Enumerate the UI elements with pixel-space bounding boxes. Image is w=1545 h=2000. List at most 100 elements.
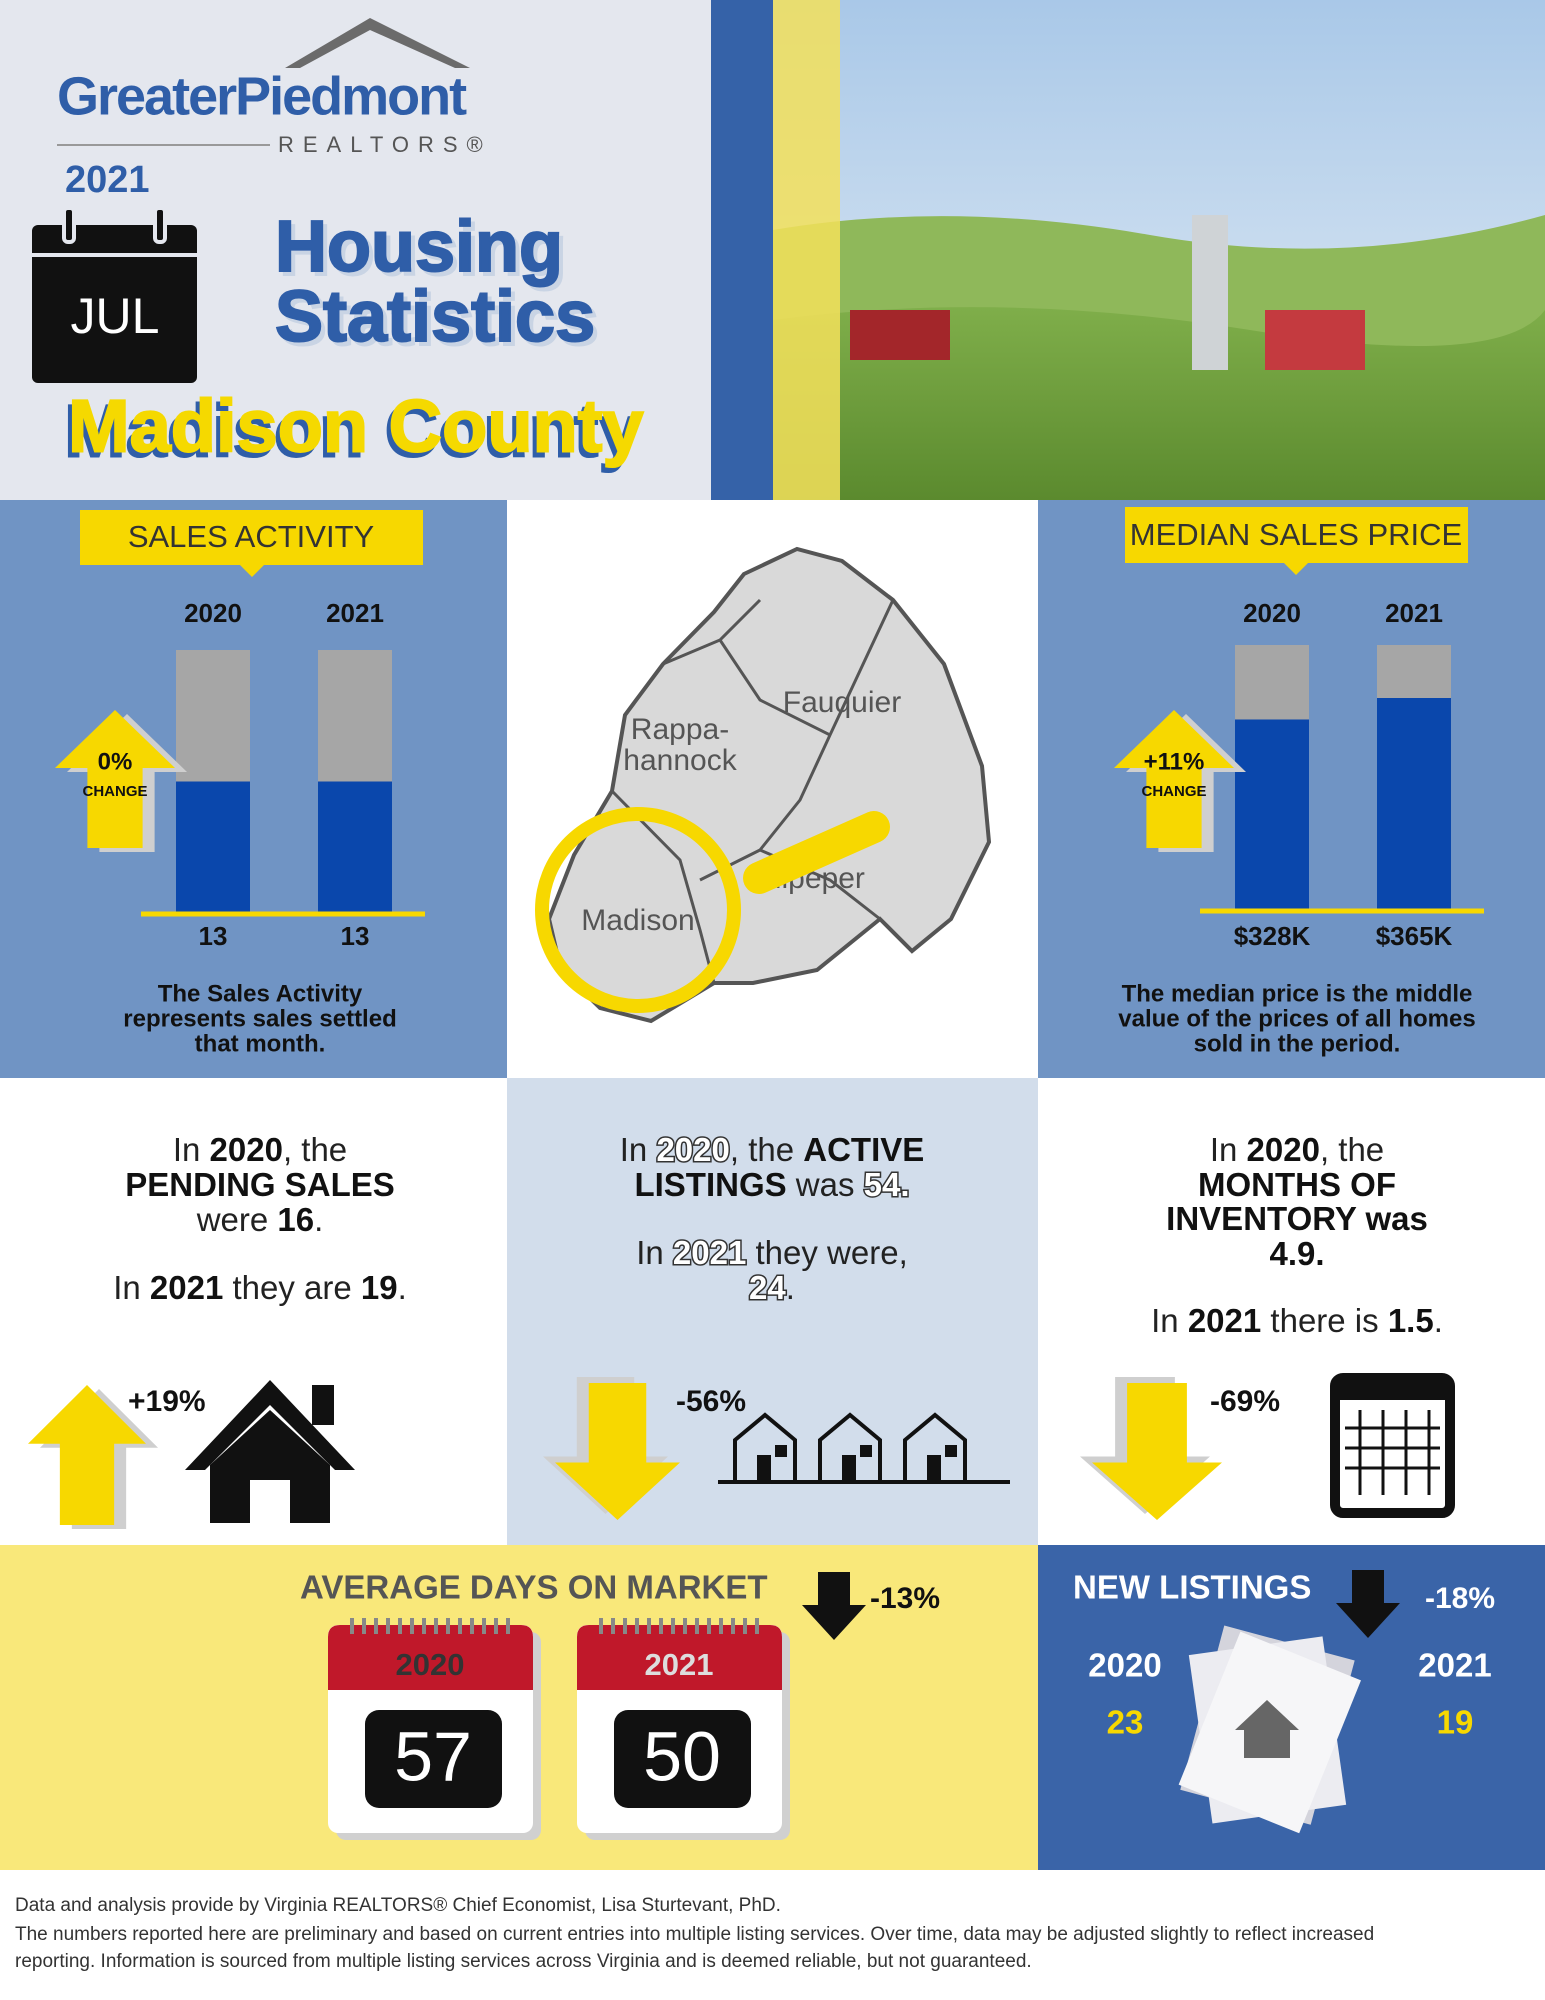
bar (1235, 719, 1309, 910)
up-arrow (1114, 710, 1234, 848)
down-arrow (802, 1572, 866, 1640)
statement-part: were (196, 1201, 278, 1238)
year-label: 2020 (1243, 598, 1301, 628)
yellow-stripe (773, 0, 840, 500)
label-pointer (240, 565, 264, 577)
label-box (80, 510, 423, 565)
statement-part: In (1210, 1131, 1247, 1168)
magnifier-handle (743, 811, 890, 894)
logo-name: GreaterPiedmont (57, 66, 467, 126)
calendar-ring (506, 1618, 510, 1634)
day-value: 50 (643, 1717, 721, 1795)
statement-line: In 2021 there is 1.5. (1151, 1302, 1443, 1339)
calendar-ring (470, 1618, 474, 1634)
statement-part: . (786, 1269, 795, 1306)
statement-part: 2020 (1247, 1131, 1320, 1168)
map-label: Rappa- (631, 713, 729, 746)
calendar-month: JUL (71, 288, 160, 344)
statement-part: 4.9. (1269, 1235, 1324, 1272)
statement-part: 54. (864, 1166, 910, 1203)
section-label: NEW LISTINGS (1073, 1569, 1311, 1606)
statement-line: INVENTORY was (1166, 1200, 1428, 1237)
calendar-ring (374, 1618, 378, 1634)
calendar-year: 2021 (645, 1647, 714, 1682)
down-arrow (1092, 1383, 1222, 1520)
statement-part: . (1434, 1302, 1443, 1339)
blue-stripe (711, 0, 773, 500)
change-percent: -18% (1425, 1582, 1495, 1615)
calendar-ring (755, 1618, 759, 1634)
note-line: that month. (195, 1030, 326, 1057)
magnifier (535, 807, 741, 1013)
title-line: Statistics (275, 277, 595, 357)
photo-silo (1192, 215, 1228, 370)
change-percent: 0% (98, 748, 133, 775)
footer-line: The numbers reported here are preliminar… (15, 1924, 1374, 1945)
map-border (610, 598, 895, 984)
statement-line: In 2020, the ACTIVE (620, 1131, 925, 1168)
label-box (1125, 507, 1468, 563)
value-label: $328K (1234, 921, 1311, 951)
calendar-ring (635, 1618, 639, 1634)
year-label: 2021 (1385, 598, 1443, 628)
calendar-icon (32, 225, 197, 383)
map-outline (546, 546, 992, 1024)
calendar-ring (695, 1618, 699, 1634)
calendar-ring (743, 1618, 747, 1634)
calendar-ring (731, 1618, 735, 1634)
calendar-ring (599, 1618, 603, 1634)
calendar-ring (719, 1618, 723, 1634)
note-line: sold in the period. (1194, 1030, 1401, 1057)
year-label: 2020 (1088, 1647, 1161, 1684)
statement-line: In 2021 they are 19. (113, 1269, 407, 1306)
statement-part: . (314, 1201, 323, 1238)
paper-icon (1178, 1625, 1361, 1834)
calendar-ring (611, 1618, 615, 1634)
statement-part: there is (1261, 1302, 1388, 1339)
statement-part: 2021 (673, 1234, 746, 1271)
down-arrow (1336, 1570, 1400, 1638)
bar (176, 781, 250, 913)
calendar-ring (683, 1618, 687, 1634)
logo-roof (285, 18, 470, 68)
calendar-ring (386, 1618, 390, 1634)
calendar-ring (398, 1618, 402, 1634)
calendar-top (328, 1625, 533, 1690)
calendar-top (577, 1625, 782, 1690)
bar (1377, 698, 1451, 910)
statement-line: 4.9. (1269, 1235, 1324, 1272)
section-label: AVERAGE DAYS ON MARKET (300, 1569, 768, 1606)
header-year: 2021 (65, 159, 150, 201)
statement-part: 2021 (150, 1269, 223, 1306)
calendar-ring (446, 1618, 450, 1634)
statement-part: In (620, 1131, 657, 1168)
statement-part: 2021 (1188, 1302, 1261, 1339)
note-line: The Sales Activity (158, 980, 363, 1007)
sales-panel (0, 500, 507, 1078)
footer-line: Data and analysis provide by Virginia RE… (15, 1895, 781, 1916)
statement-part: they are (223, 1269, 361, 1306)
statement-part: was (787, 1166, 864, 1203)
change-percent: -69% (1210, 1385, 1280, 1418)
label-pointer (1284, 563, 1308, 575)
footer-line: reporting. Information is sourced from m… (15, 1951, 1032, 1972)
statement-part: 1.5 (1388, 1302, 1434, 1339)
section-label: MEDIAN SALES PRICE (1130, 517, 1462, 552)
calendar-ring (458, 1618, 462, 1634)
note-line: The median price is the middle (1122, 980, 1473, 1007)
houses-windows (757, 1445, 957, 1482)
up-arrow (28, 1385, 146, 1525)
statement-part: INVENTORY was (1166, 1200, 1428, 1237)
year-label: 2021 (326, 598, 384, 628)
statement-part: In (173, 1131, 210, 1168)
change-percent: -56% (676, 1385, 746, 1418)
calendar-ring (671, 1618, 675, 1634)
statement-part: 2020 (210, 1131, 283, 1168)
calendar-ring (659, 1618, 663, 1634)
map-label: Fauquier (783, 686, 901, 719)
photo-barn (1265, 310, 1365, 370)
map-label: Madison (581, 904, 694, 937)
value-box (614, 1710, 751, 1808)
map-label: hannock (623, 744, 737, 777)
